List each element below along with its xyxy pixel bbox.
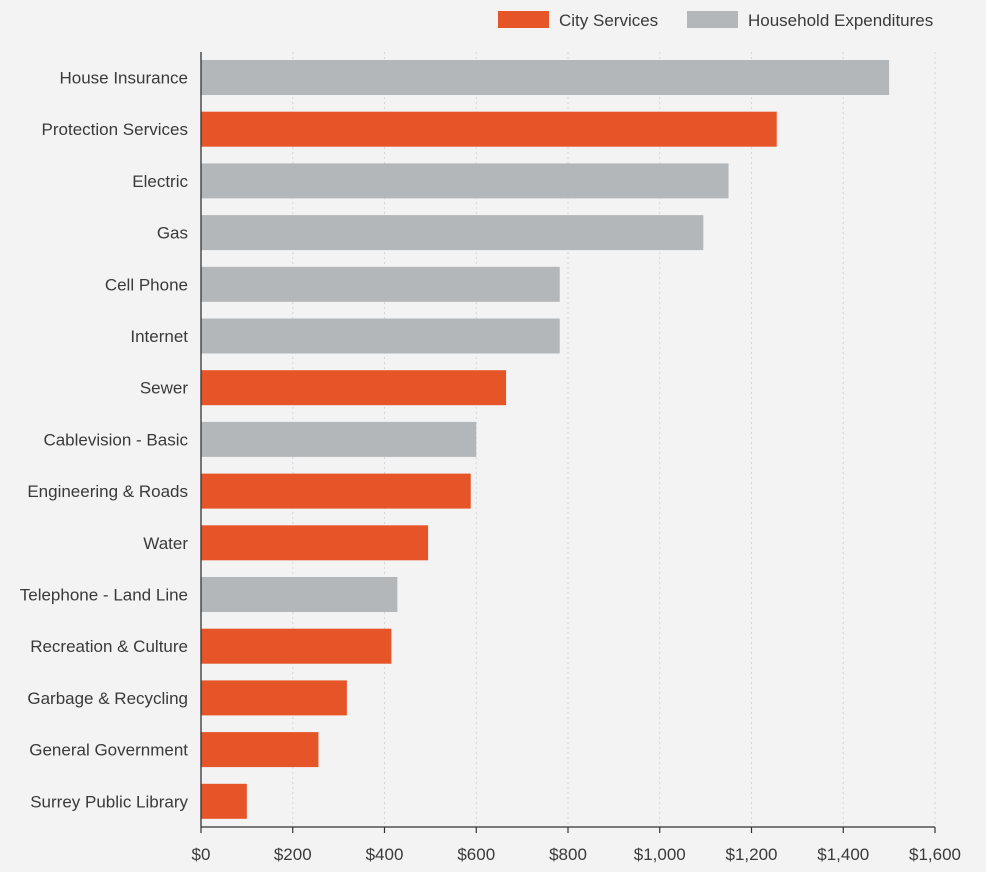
x-tick-label-1200: $1,200 (726, 845, 778, 864)
legend-label-city-services: City Services (559, 11, 658, 30)
x-tick-label-400: $400 (366, 845, 404, 864)
category-label-cell-phone: Cell Phone (105, 275, 188, 294)
bar-general-government (201, 732, 319, 768)
x-tick-label-200: $200 (274, 845, 312, 864)
category-label-cablevision-basic: Cablevision - Basic (43, 430, 188, 449)
x-tick-label-1600: $1,600 (909, 845, 961, 864)
bar-cablevision-basic (201, 421, 477, 457)
legend: City Services Household Expenditures (498, 11, 933, 30)
legend-label-household-expenditures: Household Expenditures (748, 11, 933, 30)
category-label-surrey-public-library: Surrey Public Library (30, 792, 188, 811)
bar-telephone-land-line (201, 577, 398, 612)
x-tick-label-800: $800 (549, 845, 587, 864)
bars (201, 60, 890, 819)
bar-protection-services (201, 111, 777, 147)
category-label-gas: Gas (157, 224, 188, 243)
category-label-general-government: General Government (29, 741, 188, 760)
category-label-engineering-and-roads: Engineering & Roads (27, 482, 188, 501)
category-label-sewer: Sewer (140, 379, 189, 398)
x-tick-label-600: $600 (457, 845, 495, 864)
category-label-protection-services: Protection Services (42, 120, 188, 139)
x-tick-labels: $0 $200 $400 $600 $800 $1,000 $1,200 $1,400 $1,6… (192, 845, 961, 864)
x-tick-label-1000: $1,000 (634, 845, 686, 864)
bar-gas (201, 215, 704, 251)
bar-surrey-public-library (201, 783, 247, 819)
category-label-internet: Internet (130, 327, 188, 346)
category-label-water: Water (143, 534, 188, 553)
bar-garbage-and-recycling (201, 680, 347, 716)
bar-water (201, 525, 429, 561)
bar-recreation-and-culture (201, 628, 392, 664)
category-label-electric: Electric (132, 172, 188, 191)
category-label-recreation-and-culture: Recreation & Culture (30, 637, 188, 656)
legend-swatch-city-services (498, 11, 549, 28)
category-label-house-insurance: House Insurance (59, 69, 188, 88)
x-tick-label-1400: $1,400 (817, 845, 869, 864)
axes (200, 52, 936, 833)
category-label-telephone-land-line: Telephone - Land Line (20, 586, 188, 605)
bar-house-insurance (201, 60, 890, 95)
bar-cell-phone (201, 266, 560, 302)
bar-engineering-and-roads (201, 473, 471, 509)
category-label-garbage-and-recycling: Garbage & Recycling (27, 689, 188, 708)
legend-swatch-household-expenditures (687, 11, 738, 28)
bar-internet (201, 318, 560, 354)
bar-electric (201, 163, 729, 199)
bar-sewer (201, 370, 507, 406)
x-tick-label-0: $0 (192, 845, 211, 864)
category-labels: House Insurance Protection Services Electr… (20, 69, 189, 812)
